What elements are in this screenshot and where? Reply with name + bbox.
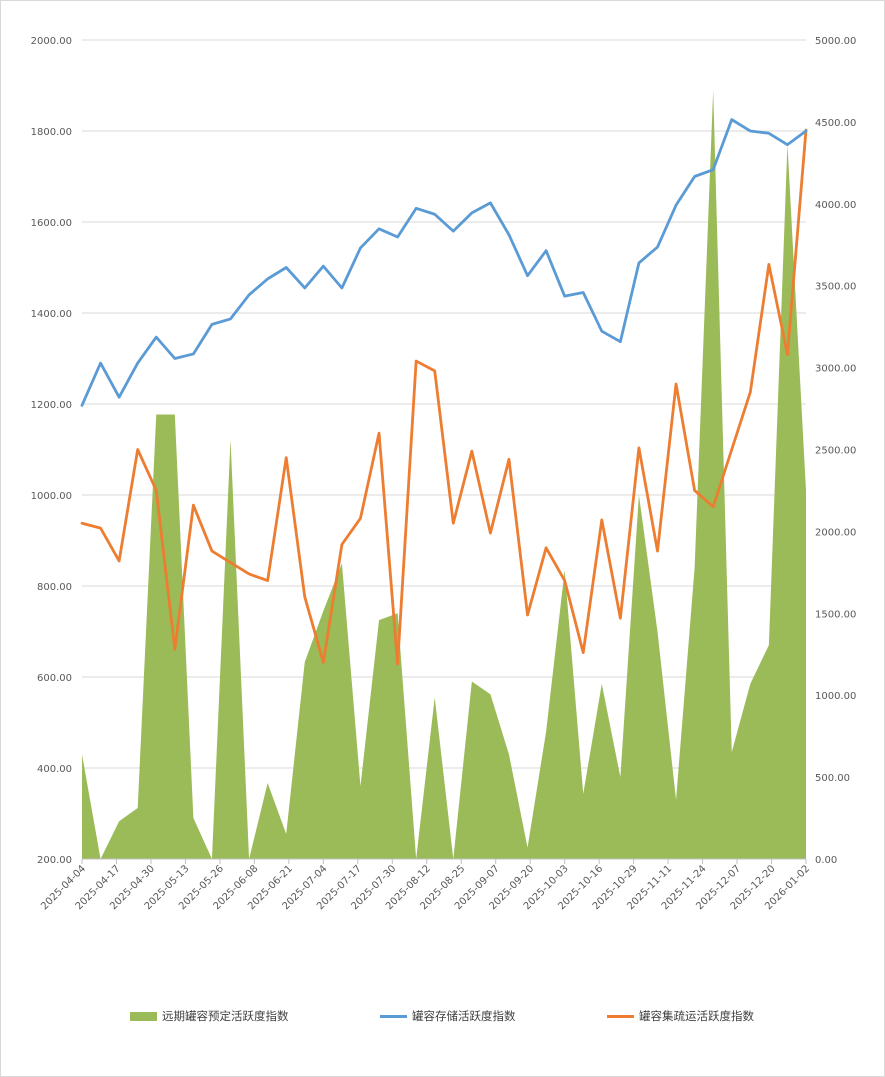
left-tick-label: 1200.00 [31,400,72,411]
right-tick-label: 2500.00 [815,446,856,457]
line-series-transport [80,128,808,666]
legend-swatch-line [607,1014,634,1018]
right-tick-label: 4000.00 [815,200,856,211]
line-series-storage [80,118,808,407]
right-tick-label: 0.00 [815,855,837,866]
left-axis-ticks: 200.00 400.00 600.00 800.00 1000.00 1200.00 14… [31,36,72,866]
left-tick-label: 800.00 [37,582,72,593]
area-layer [82,90,806,860]
left-tick-label: 1600.00 [31,218,72,229]
right-tick-label: 500.00 [815,773,850,784]
legend-item-storage: 罐容存储活跃度指数 [380,1008,516,1024]
legend-label: 罐容存储活跃度指数 [412,1009,516,1023]
x-axis-ticks: 2025-04-042025-04-172025-04-302025-05-13… [39,859,812,912]
legend-swatch-area [130,1011,157,1021]
left-tick-label: 1400.00 [31,309,72,320]
legend-label: 罐容集疏运活跃度指数 [639,1009,754,1023]
left-tick-label: 400.00 [37,764,72,775]
left-tick-label: 600.00 [37,673,72,684]
legend-item-forward-booking: 远期罐容预定活跃度指数 [130,1008,289,1024]
legend: 远期罐容预定活跃度指数 罐容存储活跃度指数 罐容集疏运活跃度指数 [0,1008,885,1024]
line-layer [80,118,808,666]
area-series-forward-booking [82,90,806,860]
left-tick-label: 200.00 [37,855,72,866]
right-axis-ticks: 0.00 500.00 1000.00 1500.00 2000.00 2500.00 30… [815,36,856,866]
left-tick-label: 1000.00 [31,491,72,502]
right-tick-label: 4500.00 [815,118,856,129]
right-tick-label: 2000.00 [815,527,856,538]
right-tick-label: 5000.00 [815,36,856,47]
legend-item-transport: 罐容集疏运活跃度指数 [607,1008,754,1024]
right-tick-label: 3500.00 [815,282,856,293]
right-tick-label: 1000.00 [815,691,856,702]
right-tick-label: 1500.00 [815,609,856,620]
left-tick-label: 1800.00 [31,127,72,138]
left-tick-label: 2000.00 [31,36,72,47]
legend-swatch-line [380,1014,407,1018]
right-tick-label: 3000.00 [815,364,856,375]
legend-label: 远期罐容预定活跃度指数 [162,1009,289,1023]
